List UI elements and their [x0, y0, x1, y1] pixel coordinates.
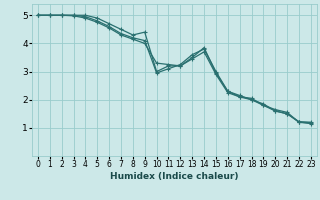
X-axis label: Humidex (Indice chaleur): Humidex (Indice chaleur) [110, 172, 239, 181]
